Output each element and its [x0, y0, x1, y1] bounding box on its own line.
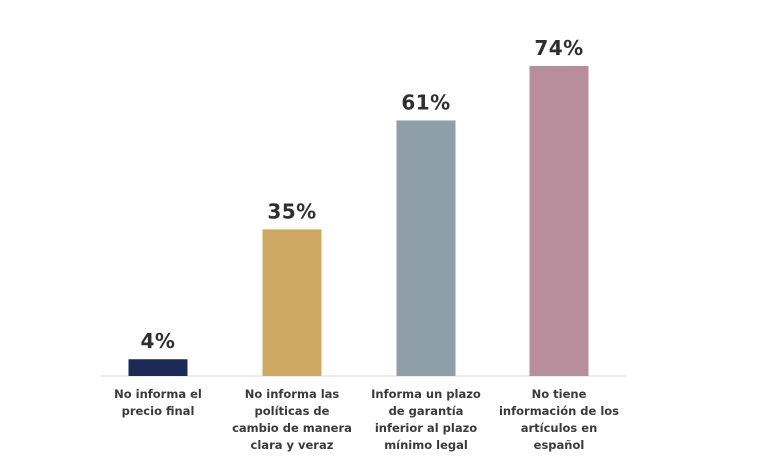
category-labels-group: No informa el precio final No informa las p… — [114, 387, 619, 452]
category-label-line: No informa el — [114, 387, 202, 401]
value-label-1: 4% — [141, 329, 176, 353]
category-label-line: precio final — [122, 404, 195, 418]
category-label-line: información de los — [499, 404, 619, 418]
bar-4 — [529, 66, 589, 376]
value-label-3: 61% — [401, 90, 450, 114]
category-label-line: mínimo legal — [384, 438, 468, 452]
value-label-2: 35% — [267, 199, 316, 223]
category-label-line: políticas de — [255, 404, 330, 418]
category-label-line: cambio de manera — [232, 421, 352, 435]
category-label-line: No informa las — [245, 387, 340, 401]
category-label-line: artículos en — [521, 421, 598, 435]
category-label-line: Informa un plazo — [371, 387, 481, 401]
value-label-4: 74% — [534, 36, 583, 60]
category-label-line: No tiene — [532, 387, 587, 401]
category-label-line: inferior al plazo — [375, 421, 477, 435]
category-label-1: No informa el precio final — [114, 387, 202, 418]
value-labels-group: 4% 35% 61% 74% — [141, 36, 584, 353]
category-label-4: No tiene información de los artículos en es… — [499, 387, 619, 452]
bar-1 — [128, 359, 188, 376]
category-label-line: clara y veraz — [251, 438, 334, 452]
category-label-line: español — [534, 438, 585, 452]
bar-2 — [262, 229, 322, 376]
bars-group — [128, 66, 589, 376]
category-label-2: No informa las políticas de cambio de mane… — [232, 387, 352, 452]
bar-3 — [396, 120, 456, 376]
category-label-3: Informa un plazo de garantía inferior al p… — [371, 387, 481, 452]
category-label-line: de garantía — [389, 404, 464, 418]
